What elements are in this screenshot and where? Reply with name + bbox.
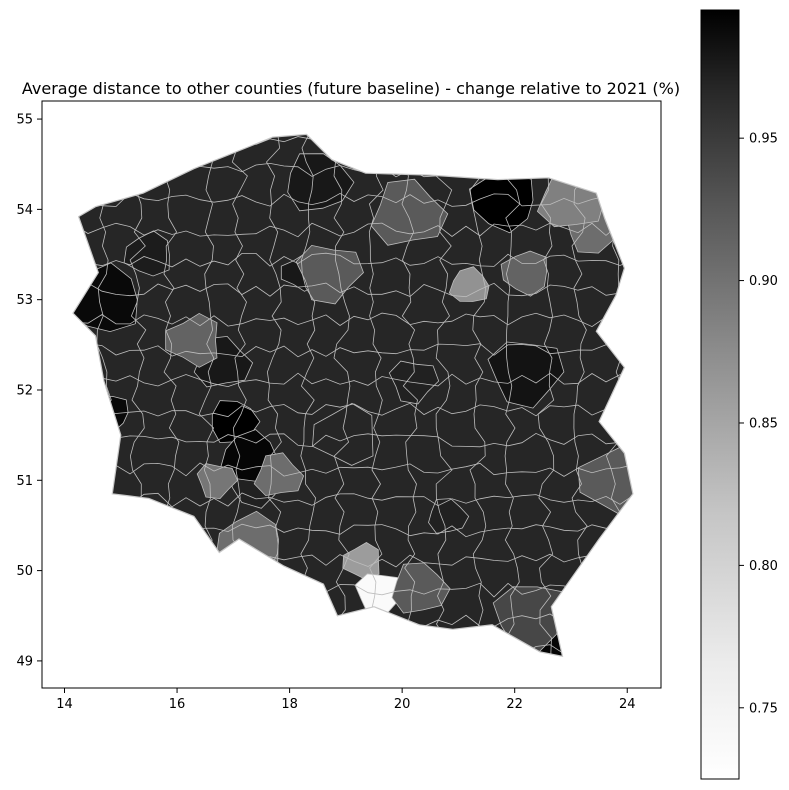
y-tick-label: 55 [16,113,33,128]
country-shape [73,134,633,657]
county-border [300,134,317,657]
colorbar-tick-label: 0.80 [749,559,778,574]
county-region [253,452,305,497]
county-region [391,562,451,614]
y-tick-label: 50 [16,564,33,579]
y-tick-label: 54 [16,203,33,218]
colorbar-tick-label: 0.75 [749,701,778,716]
county-border [401,134,418,657]
county-border [368,134,384,657]
county-border [333,134,351,657]
county-border [73,432,633,448]
x-tick-label: 24 [619,697,636,712]
county-region [448,266,490,302]
country-border [72,133,634,658]
county-border [73,343,633,358]
colorbar [700,9,740,780]
county-border [73,282,633,298]
county-border [73,462,633,477]
county-border [73,222,633,238]
colorbar-ticks: 0.75 0.80 0.85 0.90 0.95 [739,132,778,716]
county-border [73,372,633,388]
county-border [73,192,633,207]
x-tick-label: 14 [56,697,73,712]
county-border [73,402,633,418]
county-border [469,134,487,657]
county-border [73,492,633,508]
county-border [435,134,453,657]
x-axis: 14 16 18 20 22 24 [56,688,636,712]
county-region [123,230,170,277]
y-tick-label: 53 [16,293,33,308]
county-region [370,178,449,246]
county-region [312,402,374,466]
map-layer [72,133,634,658]
county-region [196,463,239,500]
county-border [73,252,633,268]
county-region [500,250,547,297]
colorbar-tick-label: 0.90 [749,274,778,289]
county-border [73,312,633,328]
y-tick-label: 51 [16,474,33,489]
county-border [537,134,555,657]
chart-title: Average distance to other counties (futu… [22,79,680,98]
colorbar-tick-label: 0.95 [749,132,778,147]
county-region [354,573,405,618]
y-axis: 49 50 51 52 53 54 55 [16,113,42,669]
county-border [504,134,521,657]
x-tick-label: 22 [506,697,523,712]
y-tick-label: 49 [16,654,33,669]
x-tick-label: 20 [394,697,411,712]
x-tick-label: 16 [169,697,186,712]
x-tick-label: 18 [281,697,298,712]
y-tick-label: 52 [16,383,33,398]
colorbar-tick-label: 0.85 [749,416,778,431]
county-region [295,244,364,305]
